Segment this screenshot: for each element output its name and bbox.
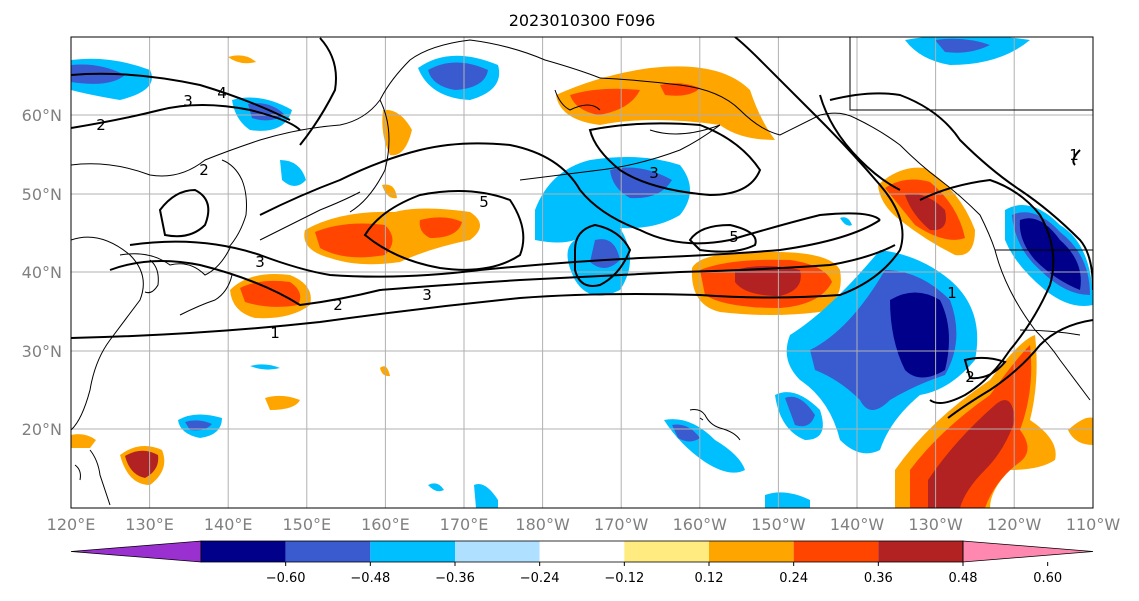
colorbar-label: 0.60 bbox=[1033, 571, 1062, 586]
contour-label-2: 2 bbox=[96, 116, 106, 134]
x-axis-ticks: 120°E 130°E 140°E 150°E 160°E 170°E 180°… bbox=[47, 515, 1121, 534]
x-tick-label: 130°E bbox=[125, 515, 174, 534]
contour-label-3: 3 bbox=[649, 164, 659, 182]
colorbar-segment bbox=[793, 541, 879, 562]
y-tick-label: 50°N bbox=[22, 185, 62, 204]
x-tick-label: 150°W bbox=[751, 515, 806, 534]
gridlines bbox=[71, 37, 1093, 508]
colorbar-label: −0.36 bbox=[435, 571, 475, 586]
y-tick-label: 20°N bbox=[22, 420, 62, 439]
colorbar-segment bbox=[201, 541, 286, 562]
colorbar-segment bbox=[370, 541, 455, 562]
colorbar-segment bbox=[878, 541, 963, 562]
contour-label-1: 1 bbox=[947, 284, 957, 302]
colorbar-label: 0.36 bbox=[864, 571, 893, 586]
x-tick-label: 120°W bbox=[987, 515, 1042, 534]
contour-label-1: 1 bbox=[270, 324, 280, 342]
x-tick-label: 150°E bbox=[282, 515, 331, 534]
coastlines bbox=[71, 37, 1093, 506]
colorbar-segment bbox=[709, 541, 794, 562]
x-tick-label: 110°W bbox=[1066, 515, 1121, 534]
contours bbox=[71, 37, 1093, 419]
x-tick-label: 180°W bbox=[515, 515, 570, 534]
colorbar-frame bbox=[200, 540, 964, 563]
contour-label-5: 5 bbox=[729, 228, 739, 246]
colorbar-segment bbox=[285, 541, 371, 562]
plot-area: 3 4 2 5 3 2 1 3 3 5 2 1 1 2 bbox=[70, 36, 1094, 509]
colorbar-extend-low bbox=[70, 540, 202, 563]
colorbar-label: 0.24 bbox=[779, 571, 808, 586]
colorbar-label: −0.60 bbox=[266, 571, 306, 586]
x-tick-label: 160°W bbox=[673, 515, 728, 534]
colorbar-segment bbox=[455, 541, 540, 562]
colorbar-extend-high bbox=[962, 540, 1094, 563]
contour-label-3: 3 bbox=[255, 253, 265, 271]
contour-label-2: 2 bbox=[965, 368, 975, 386]
colorbar-label: 0.12 bbox=[695, 571, 724, 586]
contour-label-3: 3 bbox=[422, 286, 432, 304]
colorbar-segment bbox=[539, 541, 625, 562]
x-tick-label: 170°E bbox=[440, 515, 489, 534]
x-tick-label: 140°E bbox=[204, 515, 253, 534]
x-tick-label: 140°W bbox=[830, 515, 885, 534]
contour-label-1: 1 bbox=[1069, 146, 1079, 164]
colorbar-label: −0.12 bbox=[604, 571, 644, 586]
x-tick-label: 120°E bbox=[47, 515, 96, 534]
colorbar-label: −0.48 bbox=[350, 571, 390, 586]
y-axis-ticks: 60°N 50°N 40°N 30°N 20°N bbox=[22, 106, 62, 439]
chart-title: 2023010300 F096 bbox=[509, 11, 656, 30]
colorbar-segment bbox=[624, 541, 709, 562]
colorbar: −0.60 −0.48 −0.36 −0.24 −0.12 0.12 0.24 0.36 0.4… bbox=[70, 540, 1094, 586]
colorbar-label: 0.48 bbox=[949, 571, 978, 586]
y-tick-label: 30°N bbox=[22, 342, 62, 361]
contour-labels: 3 4 2 5 3 2 1 3 3 5 2 1 1 2 bbox=[96, 84, 1079, 386]
contour-label-4: 4 bbox=[217, 84, 227, 102]
x-tick-label: 160°E bbox=[361, 515, 410, 534]
x-tick-label: 170°W bbox=[594, 515, 649, 534]
x-tick-label: 130°W bbox=[908, 515, 963, 534]
contour-label-2: 2 bbox=[333, 296, 343, 314]
contour-label-5: 5 bbox=[479, 193, 489, 211]
y-tick-label: 60°N bbox=[22, 106, 62, 125]
contour-label-3: 3 bbox=[183, 92, 193, 110]
plot-frame bbox=[70, 36, 1094, 509]
contour-label-2: 2 bbox=[199, 161, 209, 179]
y-tick-label: 40°N bbox=[22, 263, 62, 282]
colorbar-label: −0.24 bbox=[520, 571, 560, 586]
